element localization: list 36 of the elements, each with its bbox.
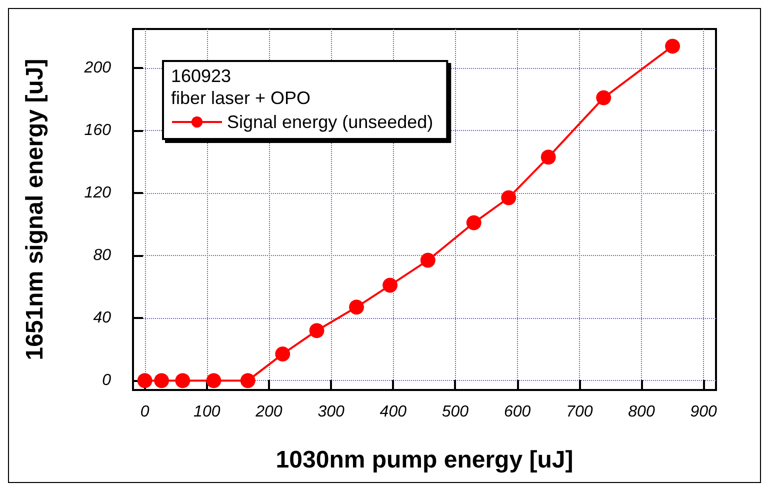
x-tick-label: 400 [380, 404, 407, 420]
y-tick-label: 0 [102, 372, 112, 390]
y-tick-label: 120 [84, 184, 112, 202]
x-axis-title: 1030nm pump energy [uJ] [276, 446, 574, 474]
x-tick-label: 500 [442, 404, 469, 420]
annotation: 160923 [171, 66, 232, 86]
point [382, 278, 398, 293]
x-tick-label: 800 [628, 404, 655, 420]
y-tick-label: 80 [93, 247, 112, 264]
point [240, 373, 256, 388]
y-tick-label: 200 [83, 60, 112, 77]
x-tick-label: 600 [504, 404, 531, 420]
x-tick-label: 200 [254, 404, 282, 420]
point [175, 373, 190, 388]
y-tick-label: 40 [93, 310, 112, 327]
point [420, 252, 436, 268]
point [501, 190, 516, 206]
x-tick-label: 900 [690, 404, 718, 420]
point [540, 150, 556, 165]
point [206, 373, 222, 388]
point [349, 300, 364, 315]
legend-label: Signal energy (unseeded) [227, 112, 434, 132]
point [466, 215, 482, 230]
x-tick-label: 100 [194, 404, 220, 420]
x-tick-label: 0 [140, 404, 150, 420]
point [154, 373, 170, 388]
point [596, 90, 612, 106]
point [275, 346, 290, 362]
point [665, 38, 680, 54]
y-tick-label: 160 [84, 122, 112, 140]
point [137, 373, 152, 388]
x-tick-label: 700 [566, 404, 593, 420]
y-axis-title: 1651nm signal energy [uJ] [22, 58, 48, 360]
x-tick-label: 300 [318, 404, 345, 420]
annotation: fiber laser + OPO [171, 88, 311, 108]
point [309, 323, 324, 338]
